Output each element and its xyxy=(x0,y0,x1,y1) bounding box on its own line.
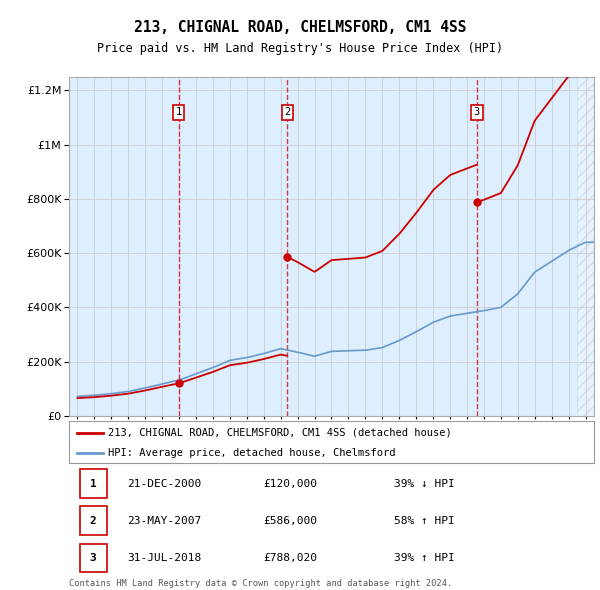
Bar xyxy=(577,77,594,416)
Text: 1: 1 xyxy=(90,478,97,489)
Text: 39% ↓ HPI: 39% ↓ HPI xyxy=(395,478,455,489)
Text: Contains HM Land Registry data © Crown copyright and database right 2024.
This d: Contains HM Land Registry data © Crown c… xyxy=(69,579,452,590)
Text: £788,020: £788,020 xyxy=(263,553,317,563)
Text: 21-DEC-2000: 21-DEC-2000 xyxy=(127,478,201,489)
Text: 58% ↑ HPI: 58% ↑ HPI xyxy=(395,516,455,526)
Text: 1: 1 xyxy=(175,107,182,117)
Text: 213, CHIGNAL ROAD, CHELMSFORD, CM1 4SS: 213, CHIGNAL ROAD, CHELMSFORD, CM1 4SS xyxy=(134,20,466,35)
Text: Price paid vs. HM Land Registry's House Price Index (HPI): Price paid vs. HM Land Registry's House … xyxy=(97,42,503,55)
Text: 2: 2 xyxy=(90,516,97,526)
Text: 3: 3 xyxy=(473,107,480,117)
Text: 2: 2 xyxy=(284,107,290,117)
Text: £120,000: £120,000 xyxy=(263,478,317,489)
Bar xyxy=(79,470,107,498)
Text: 3: 3 xyxy=(90,553,97,563)
Text: £586,000: £586,000 xyxy=(263,516,317,526)
Text: HPI: Average price, detached house, Chelmsford: HPI: Average price, detached house, Chel… xyxy=(109,448,396,457)
Text: 39% ↑ HPI: 39% ↑ HPI xyxy=(395,553,455,563)
Text: 23-MAY-2007: 23-MAY-2007 xyxy=(127,516,201,526)
Text: 213, CHIGNAL ROAD, CHELMSFORD, CM1 4SS (detached house): 213, CHIGNAL ROAD, CHELMSFORD, CM1 4SS (… xyxy=(109,428,452,438)
Bar xyxy=(79,543,107,572)
Bar xyxy=(79,506,107,535)
Text: 31-JUL-2018: 31-JUL-2018 xyxy=(127,553,201,563)
